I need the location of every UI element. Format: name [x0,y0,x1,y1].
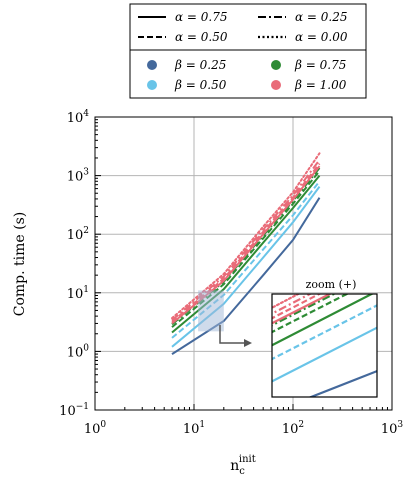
zoom-series-line-beta-0.75-alpha-0.75 [272,294,374,347]
legend-label-beta-050: β = 0.50 [174,78,227,92]
zoom-title: zoom (+) [306,278,357,291]
x-axis-label: ncinit [230,454,256,477]
zoom-series-line-beta-1.00-alpha-0.50 [272,294,322,320]
legend: α = 0.75 α = 0.25 α = 0.50 α = 0.00 β = … [129,3,367,99]
legend-marker-beta-050 [147,80,157,90]
series-line-beta-1.00-alpha-0.25 [171,159,321,322]
legend-label-beta-075: β = 0.75 [294,58,346,72]
legend-frame [129,3,367,99]
legend-marker-beta-075 [271,60,281,70]
series-line-beta-0.25-alpha-0.75 [171,197,321,355]
zoom-series-line-beta-0.50-alpha-0.75 [272,326,377,383]
zoom-series-line-beta-0.75-alpha-0.50 [272,294,350,334]
legend-label-alpha-000: α = 0.00 [295,30,348,44]
y-tick-label-0: 10−1 [59,402,89,419]
series-line-beta-0.75-alpha-0.50 [171,170,321,328]
zoom-inset-background [272,294,377,397]
zoom-region-highlight [198,290,224,332]
series-line-beta-1.00-alpha-0.00 [171,152,321,320]
legend-label-alpha-025: α = 0.25 [295,10,348,24]
legend-label-alpha-050: α = 0.50 [175,30,228,44]
x-tick-label-1: 101 [183,420,205,437]
zoom-arrow [219,325,244,344]
plot-frame [94,116,393,411]
legend-label-beta-025: β = 0.25 [174,58,226,72]
x-axis-label-sup: init [239,454,256,465]
legend-marker-beta-025 [147,60,157,70]
x-tick-label-0: 100 [84,420,107,437]
zoom-highlight [198,290,224,332]
x-axis-label-base: n [230,458,239,474]
x-axis-label-sub: c [239,466,245,477]
zoom-series-line-beta-1.00-alpha-0.75 [272,294,333,325]
legend-marker-beta-100 [271,80,281,90]
x-tick-label-3: 103 [381,420,404,437]
y-tick-label-1: 100 [67,343,90,360]
zoom-arrow-head [244,339,252,347]
y-tick-label-2: 101 [67,285,89,302]
y-tick-label-4: 103 [67,168,90,185]
y-axis-label: Comp. time (s) [12,212,28,317]
series-line-beta-0.50-alpha-0.50 [171,180,321,339]
y-tick-label-3: 102 [67,226,89,243]
series-line-beta-1.00-alpha-0.50 [171,162,321,323]
legend-label-beta-100: β = 1.00 [294,78,347,92]
zoom-series-line-beta-0.50-alpha-0.50 [272,304,377,361]
zoom-series-group [272,294,377,397]
x-tick-label-2: 102 [282,420,304,437]
zoom-inset: zoom (+) [271,278,378,398]
legend-label-alpha-075: α = 0.75 [175,10,228,24]
zoom-inset-frame [271,293,378,398]
y-tick-label-5: 104 [67,109,90,126]
